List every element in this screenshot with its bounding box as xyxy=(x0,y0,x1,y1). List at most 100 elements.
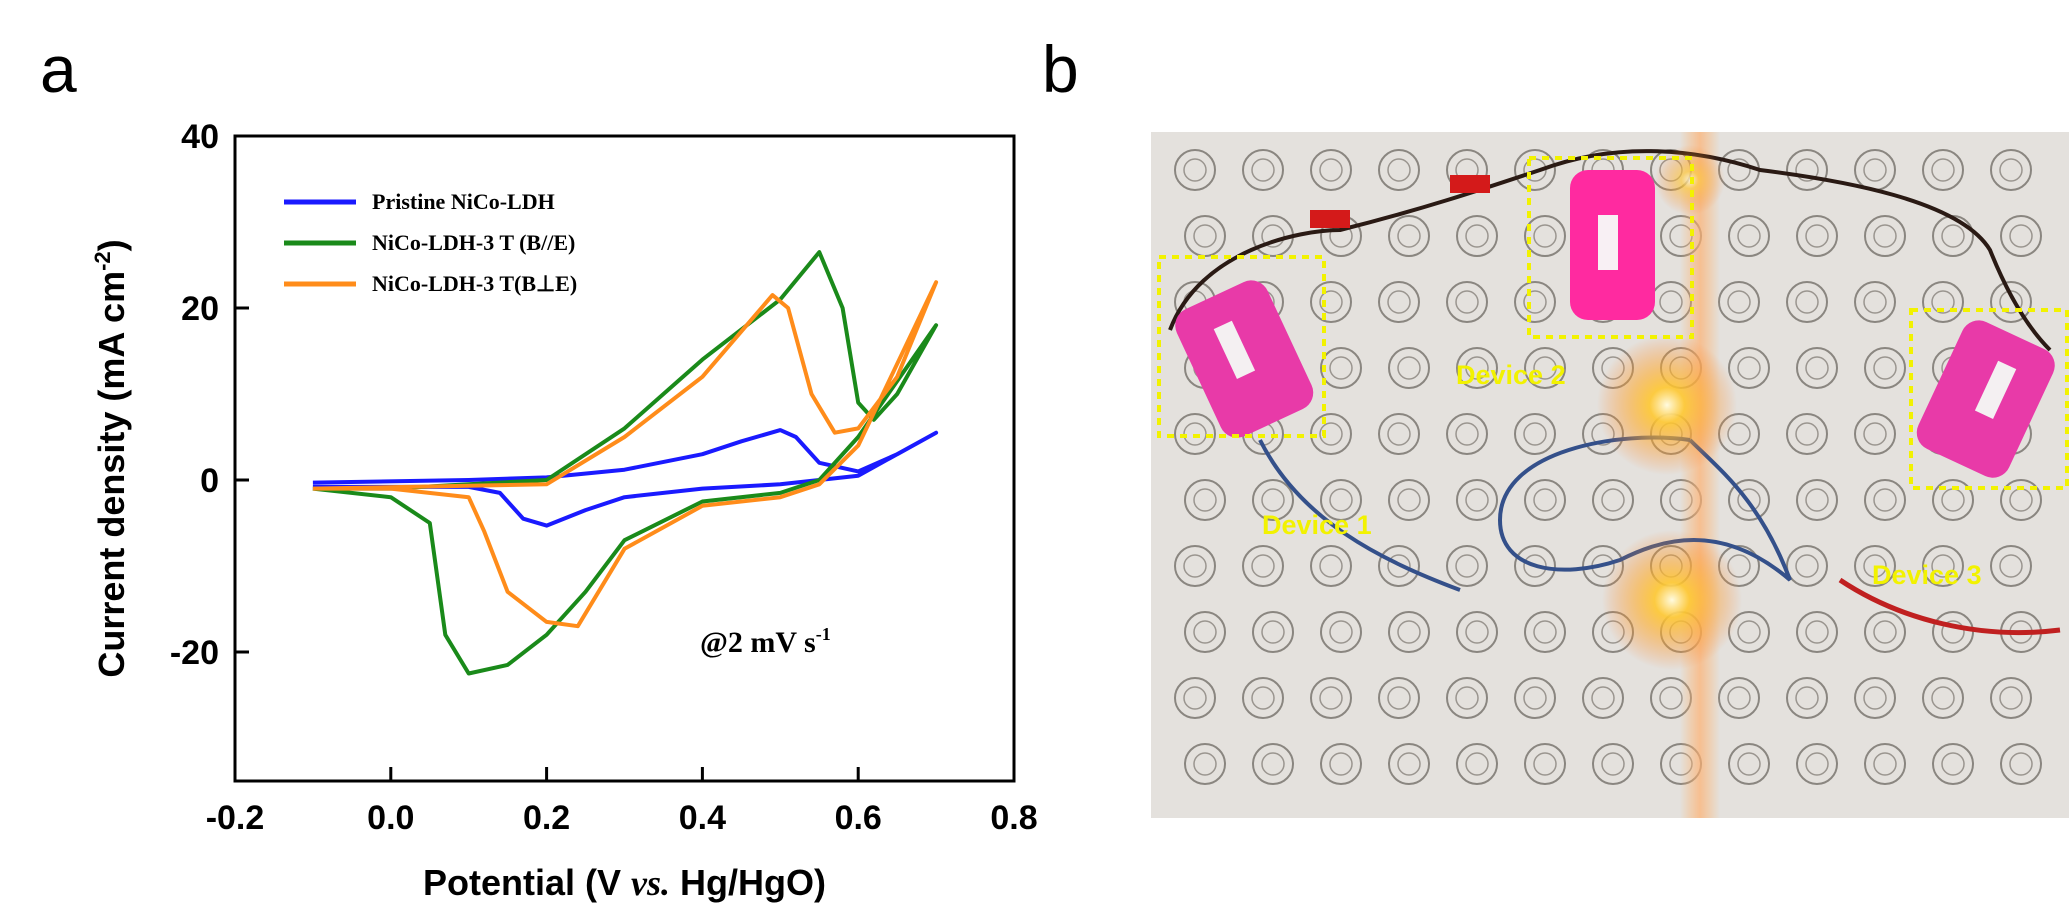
dot-inner xyxy=(1863,554,1887,578)
dot xyxy=(1932,743,1974,785)
dot xyxy=(1388,347,1430,389)
y-tick-label: 20 xyxy=(181,290,219,328)
dot-inner xyxy=(1795,422,1819,446)
dot xyxy=(1786,149,1828,191)
annotation-sup: -1 xyxy=(816,624,831,644)
series-line xyxy=(312,280,939,629)
dot-inner xyxy=(1999,554,2023,578)
dot-inner xyxy=(1319,422,1343,446)
dot-inner xyxy=(1465,356,1489,380)
dot-inner xyxy=(1533,752,1557,776)
dot xyxy=(1174,413,1216,455)
x-label-italic: vs. xyxy=(631,863,670,903)
dot xyxy=(1242,545,1284,587)
panel-label: a xyxy=(40,32,77,106)
dot xyxy=(1932,611,1974,653)
dot xyxy=(1922,677,1964,719)
dot xyxy=(1320,743,1362,785)
dot-inner xyxy=(1737,488,1761,512)
dot-inner xyxy=(1795,158,1819,182)
dot xyxy=(1728,743,1770,785)
dot xyxy=(1990,149,2032,191)
dot xyxy=(1456,479,1498,521)
dot-inner xyxy=(1727,686,1751,710)
dot-inner xyxy=(2009,224,2033,248)
dot xyxy=(1388,743,1430,785)
legend-label: NiCo-LDH-3 T (B//E) xyxy=(372,230,575,255)
y-label-text: Current density (mA cm xyxy=(91,271,132,678)
dot xyxy=(1184,743,1226,785)
dot-inner xyxy=(1999,158,2023,182)
dot xyxy=(1320,347,1362,389)
dot xyxy=(1796,611,1838,653)
dot-inner xyxy=(1329,488,1353,512)
dot xyxy=(1524,611,1566,653)
dot-inner xyxy=(1795,554,1819,578)
dot xyxy=(1242,149,1284,191)
dot xyxy=(1854,545,1896,587)
dot-inner xyxy=(1329,356,1353,380)
dot-inner xyxy=(1999,290,2023,314)
dot-inner xyxy=(1931,158,1955,182)
dot xyxy=(1728,215,1770,257)
clip xyxy=(1310,210,1350,228)
dot-inner xyxy=(1873,752,1897,776)
dot-inner xyxy=(1319,686,1343,710)
dot xyxy=(1388,611,1430,653)
dot-inner xyxy=(1465,488,1489,512)
dot xyxy=(1990,677,2032,719)
legend-label: Pristine NiCo-LDH xyxy=(372,189,555,214)
device-label: Device 3 xyxy=(1872,560,1982,590)
dot xyxy=(1854,677,1896,719)
x-label-end: Hg/HgO) xyxy=(670,862,826,903)
dot xyxy=(1310,677,1352,719)
highlight-box xyxy=(1527,156,1694,339)
dot xyxy=(1388,479,1430,521)
dot-inner xyxy=(1455,686,1479,710)
dot xyxy=(1242,677,1284,719)
dot-inner xyxy=(1805,356,1829,380)
dot-inner xyxy=(1533,356,1557,380)
dot-inner xyxy=(1805,488,1829,512)
dot xyxy=(1922,281,1964,323)
y-tick-label: 40 xyxy=(181,118,219,156)
dot xyxy=(1514,149,1556,191)
dot xyxy=(1320,479,1362,521)
dot xyxy=(1456,611,1498,653)
x-tick-label: 0.6 xyxy=(835,799,882,837)
dot-inner xyxy=(1387,686,1411,710)
dot-inner xyxy=(1863,290,1887,314)
dot-inner xyxy=(1193,620,1217,644)
photo: Device 1 Device 2 Device 3 xyxy=(1151,132,2069,818)
dot-inner xyxy=(1261,620,1285,644)
dot xyxy=(1174,149,1216,191)
dot-inner xyxy=(1397,356,1421,380)
dot xyxy=(1786,677,1828,719)
dot xyxy=(1786,545,1828,587)
dot xyxy=(1310,281,1352,323)
dot-inner xyxy=(1737,620,1761,644)
dot-inner xyxy=(1251,158,1275,182)
dot xyxy=(1456,215,1498,257)
dot xyxy=(1514,413,1556,455)
dot-inner xyxy=(1523,422,1547,446)
dot-inner xyxy=(1941,752,1965,776)
dot xyxy=(1796,743,1838,785)
dot xyxy=(1990,545,2032,587)
dot xyxy=(1378,545,1420,587)
dot xyxy=(1524,479,1566,521)
dot-inner xyxy=(1193,488,1217,512)
dot-inner xyxy=(1601,752,1625,776)
led-glow xyxy=(1597,335,1737,475)
dot-inner xyxy=(1737,356,1761,380)
dot xyxy=(1864,347,1906,389)
dot-inner xyxy=(1591,686,1615,710)
dot-inner xyxy=(1533,620,1557,644)
dot xyxy=(1524,743,1566,785)
dot-inner xyxy=(1183,158,1207,182)
dot-inner xyxy=(1387,554,1411,578)
dot xyxy=(1854,413,1896,455)
dot-inner xyxy=(1329,752,1353,776)
dot xyxy=(1174,545,1216,587)
dot-inner xyxy=(1805,752,1829,776)
